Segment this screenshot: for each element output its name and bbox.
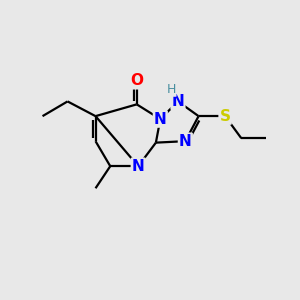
Text: N: N (179, 134, 192, 149)
Text: N: N (172, 94, 184, 109)
Text: O: O (130, 73, 143, 88)
Text: N: N (154, 112, 167, 127)
Text: N: N (132, 159, 145, 174)
Text: H: H (167, 83, 176, 96)
Text: S: S (220, 109, 231, 124)
